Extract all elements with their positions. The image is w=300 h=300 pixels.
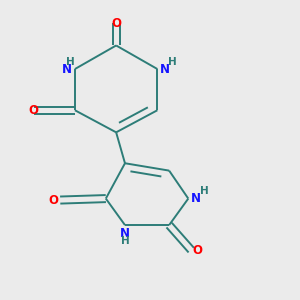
Text: O: O: [193, 244, 203, 256]
Text: O: O: [29, 104, 39, 117]
Text: H: H: [121, 236, 129, 246]
Text: H: H: [168, 57, 176, 67]
Text: N: N: [160, 62, 170, 76]
Text: N: N: [191, 192, 201, 205]
Text: H: H: [200, 186, 209, 196]
Text: N: N: [62, 62, 72, 76]
Text: H: H: [66, 57, 75, 67]
Text: O: O: [49, 194, 59, 207]
Text: N: N: [120, 226, 130, 240]
Text: O: O: [111, 17, 121, 30]
